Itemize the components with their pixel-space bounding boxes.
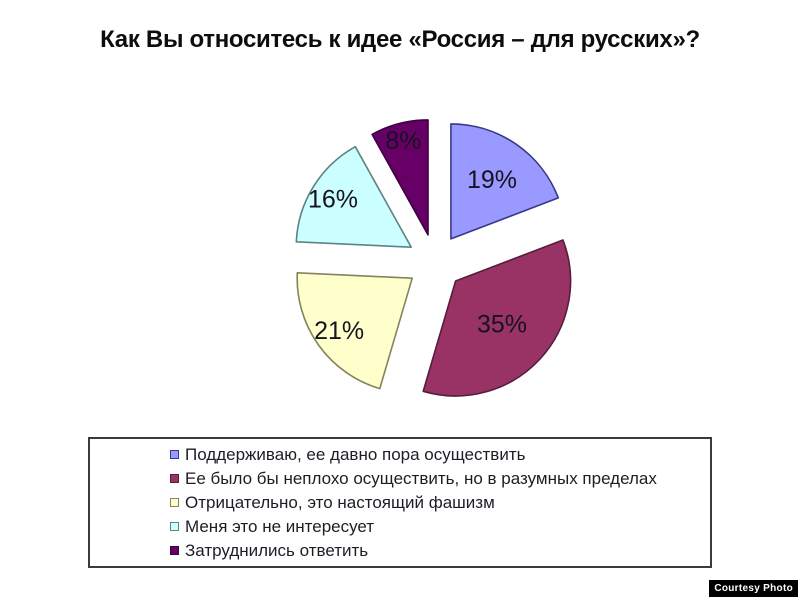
pie-slice-1 <box>450 123 560 240</box>
legend-box: Поддерживаю, ее давно пора осуществить Ее… <box>88 437 712 568</box>
pie-slice-label-4: 16% <box>308 185 358 213</box>
legend-swatch-1 <box>170 450 179 459</box>
legend-label-5: Затруднились ответить <box>185 541 369 560</box>
legend-item-4: Меня это не интересует <box>170 518 710 536</box>
legend-swatch-3 <box>170 498 179 507</box>
pie-slice-4 <box>295 145 412 248</box>
legend-swatch-4 <box>170 522 179 531</box>
legend-label-2: Ее было бы неплохо осуществить, но в раз… <box>185 469 657 488</box>
legend-item-5: Затруднились ответить <box>170 542 710 560</box>
legend-label-1: Поддерживаю, ее давно пора осуществить <box>185 445 526 464</box>
pie-slice-label-5: 8% <box>385 127 421 155</box>
legend-label-4: Меня это не интересует <box>185 517 375 536</box>
pie-slice-label-2: 35% <box>477 311 527 339</box>
pie-slice-label-3: 21% <box>314 317 364 345</box>
pie-slice-5 <box>371 119 429 236</box>
pie-slice-label-1: 19% <box>467 166 517 194</box>
pie-slice-2 <box>422 239 572 397</box>
legend-item-1: Поддерживаю, ее давно пора осуществить <box>170 446 710 464</box>
courtesy-photo-badge: Courtesy Photo <box>709 580 798 597</box>
legend-item-2: Ее было бы неплохо осуществить, но в раз… <box>170 470 710 488</box>
legend-label-3: Отрицательно, это настоящий фашизм <box>185 493 495 512</box>
pie-slice-3 <box>296 272 413 390</box>
legend-swatch-2 <box>170 474 179 483</box>
chart-title: Как Вы относитесь к идее «Россия – для р… <box>100 26 700 53</box>
legend-item-3: Отрицательно, это настоящий фашизм <box>170 494 710 512</box>
legend-swatch-5 <box>170 546 179 555</box>
